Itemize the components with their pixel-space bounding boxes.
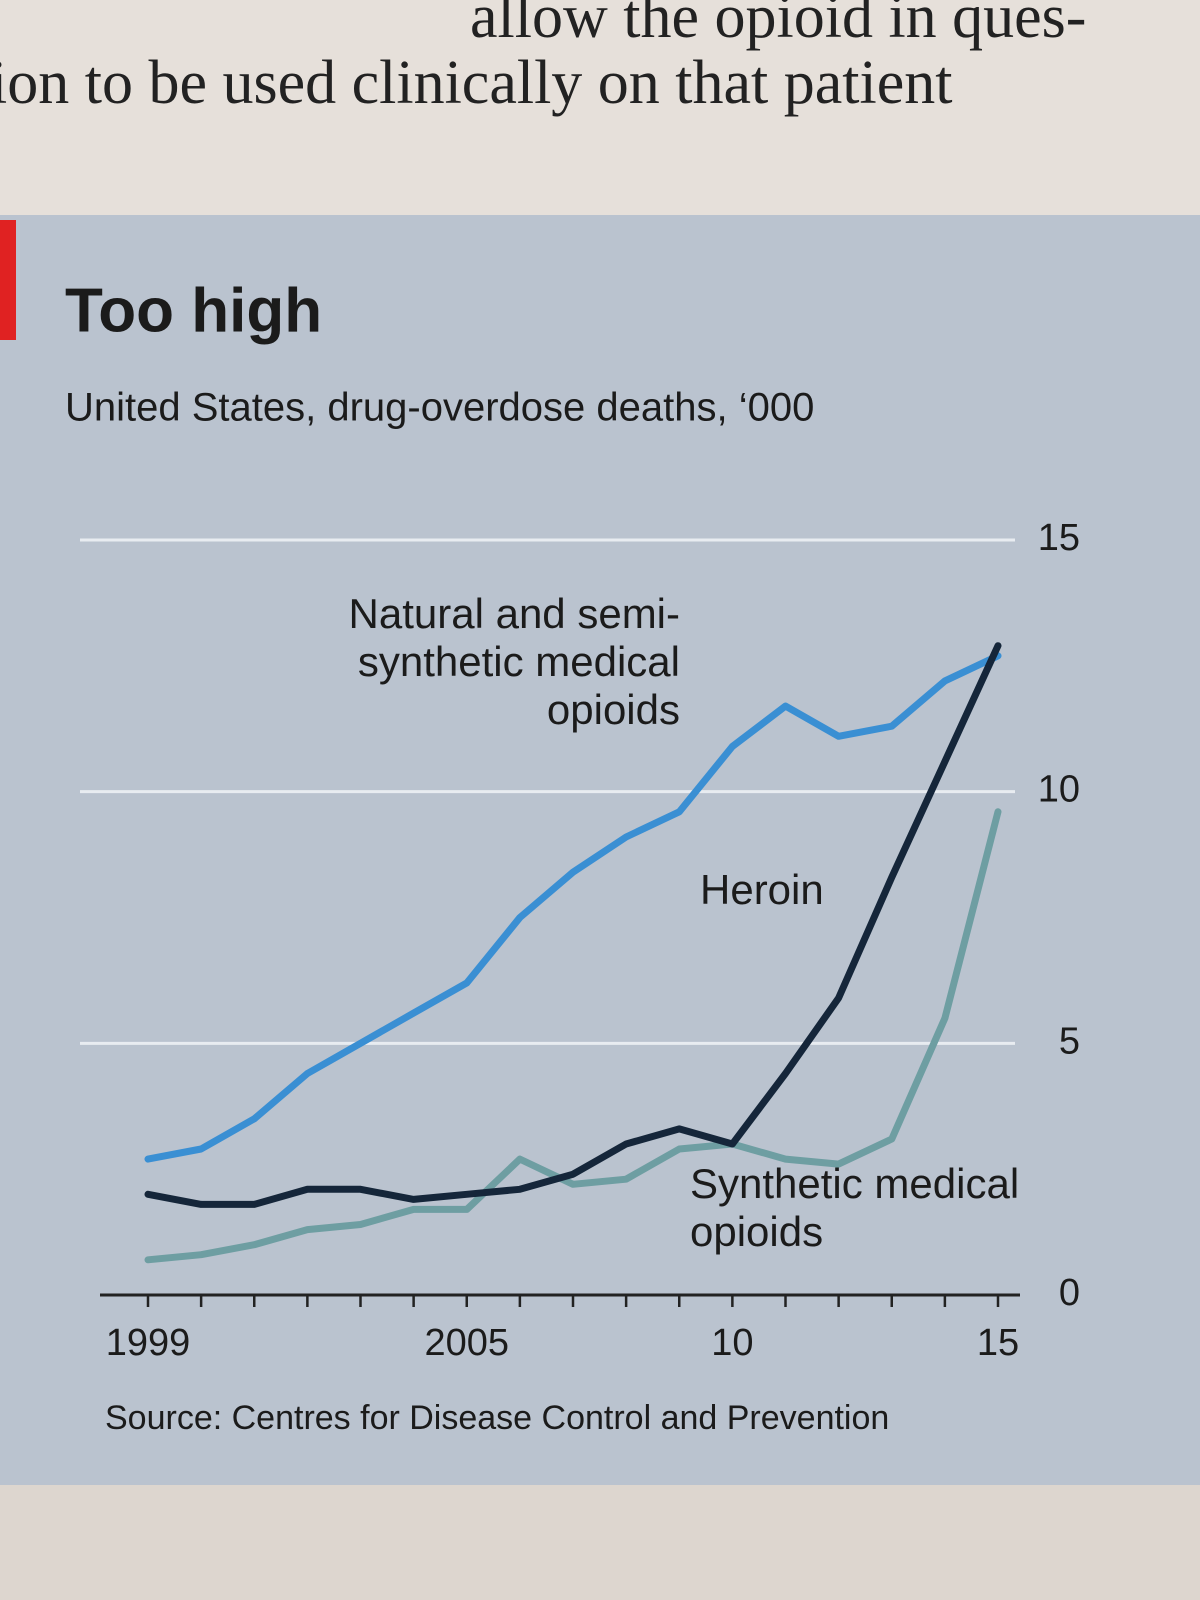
series-label: Natural and semi-synthetic medical opioi… [348, 590, 680, 733]
series-label: Heroin [700, 866, 824, 913]
series-line [144, 652, 1002, 1163]
chart-panel [0, 215, 1200, 1485]
series-line [144, 808, 1002, 1264]
article-line: allow the opioid in ques- [470, 0, 1087, 51]
y-tick-label: 5 [1059, 1020, 1080, 1062]
y-tick-label: 10 [1038, 769, 1080, 811]
y-tick-label: 0 [1059, 1272, 1080, 1314]
x-tick-label: 2005 [424, 1322, 509, 1364]
series-line [144, 642, 1002, 1208]
y-tick-label: 15 [1038, 517, 1080, 559]
x-tick-label: 1999 [106, 1322, 191, 1364]
x-tick-label: 10 [711, 1322, 753, 1364]
accent-bar [0, 220, 16, 340]
article-line: ion to be used clinically on that patien… [0, 49, 953, 117]
article: allow the opioid in ques- ion to be used… [0, 0, 1200, 215]
chart-title: Too high [65, 276, 322, 345]
chart-subtitle: United States, drug-overdose deaths, ‘00… [65, 386, 814, 430]
series-label: Synthetic medical opioids [690, 1160, 1020, 1255]
source: Source: Centres for Disease Control and … [105, 1399, 889, 1437]
x-tick-label: 15 [977, 1322, 1019, 1364]
